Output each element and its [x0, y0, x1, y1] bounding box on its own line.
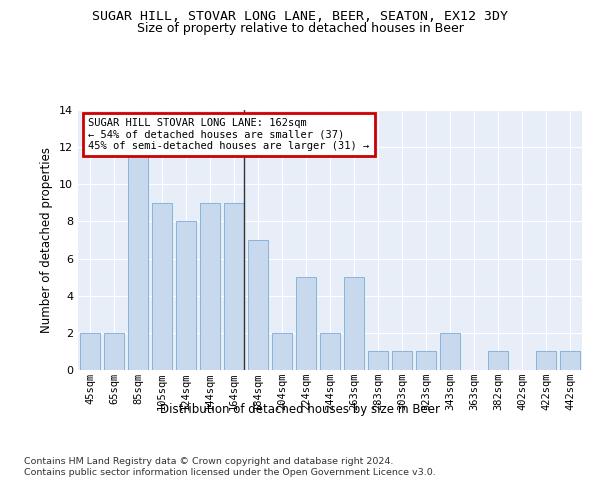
Bar — [80, 333, 100, 370]
Bar — [296, 277, 316, 370]
Bar — [320, 333, 340, 370]
Bar — [488, 352, 508, 370]
Bar — [392, 352, 412, 370]
Bar — [176, 222, 196, 370]
Bar — [440, 333, 460, 370]
Text: Size of property relative to detached houses in Beer: Size of property relative to detached ho… — [137, 22, 463, 35]
Y-axis label: Number of detached properties: Number of detached properties — [40, 147, 53, 333]
Bar — [368, 352, 388, 370]
Bar — [344, 277, 364, 370]
Bar — [248, 240, 268, 370]
Bar — [560, 352, 580, 370]
Bar — [272, 333, 292, 370]
Text: SUGAR HILL STOVAR LONG LANE: 162sqm
← 54% of detached houses are smaller (37)
45: SUGAR HILL STOVAR LONG LANE: 162sqm ← 54… — [88, 118, 370, 151]
Bar — [224, 203, 244, 370]
Bar — [536, 352, 556, 370]
Bar — [152, 203, 172, 370]
Bar — [128, 147, 148, 370]
Bar — [200, 203, 220, 370]
Text: SUGAR HILL, STOVAR LONG LANE, BEER, SEATON, EX12 3DY: SUGAR HILL, STOVAR LONG LANE, BEER, SEAT… — [92, 10, 508, 23]
Bar — [104, 333, 124, 370]
Bar — [416, 352, 436, 370]
Text: Distribution of detached houses by size in Beer: Distribution of detached houses by size … — [160, 402, 440, 415]
Text: Contains HM Land Registry data © Crown copyright and database right 2024.
Contai: Contains HM Land Registry data © Crown c… — [24, 458, 436, 477]
